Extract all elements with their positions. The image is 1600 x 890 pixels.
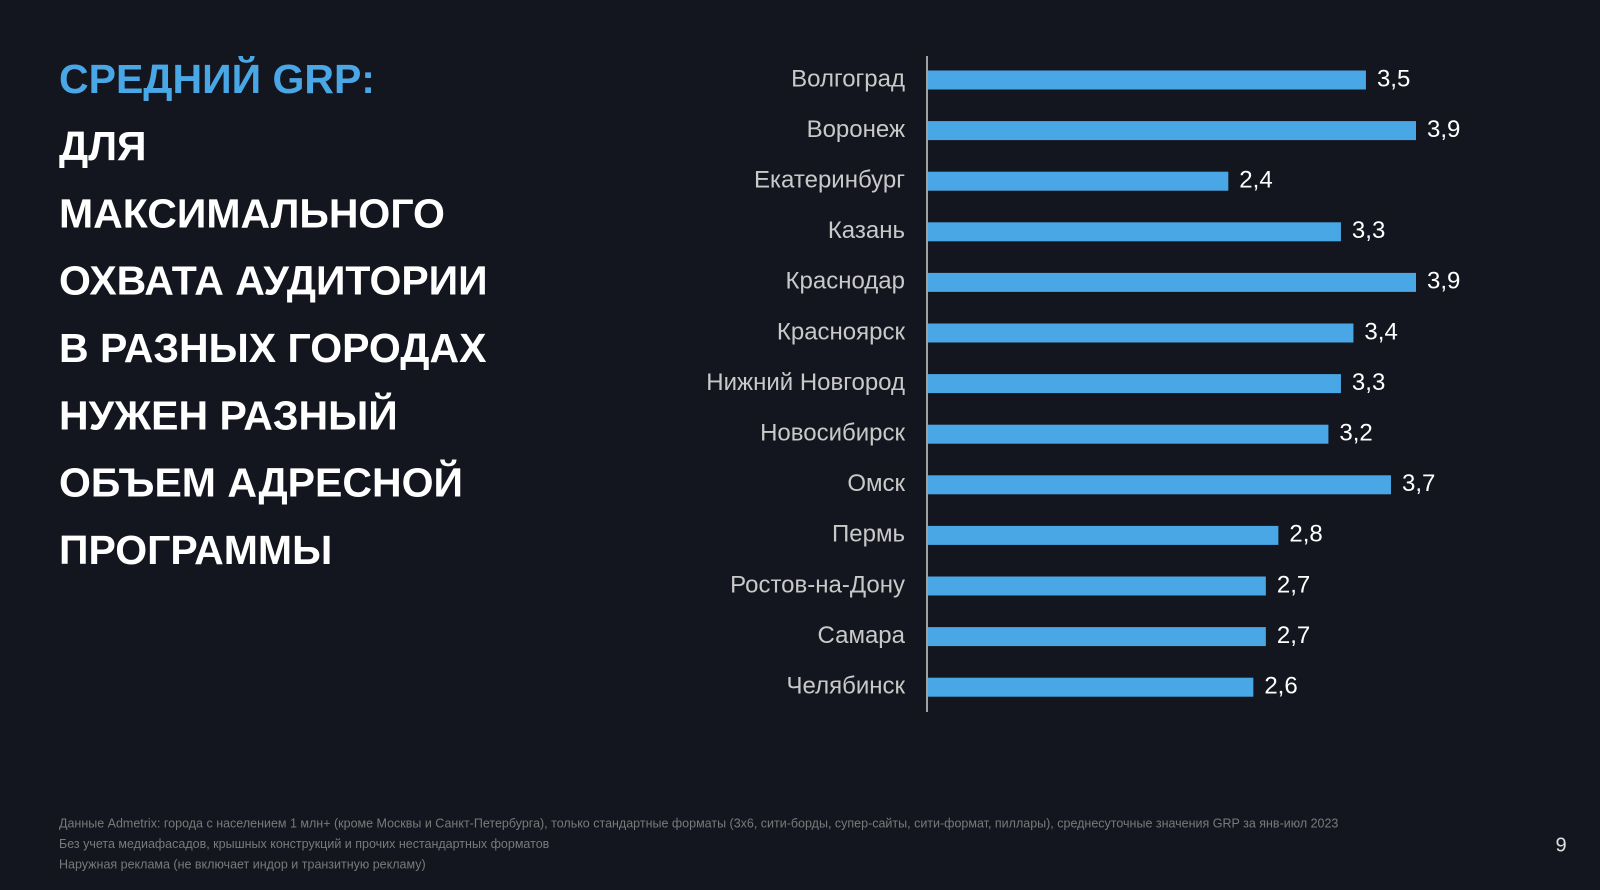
bar xyxy=(928,171,1229,191)
bar xyxy=(928,70,1366,90)
category-label: Краснодар xyxy=(786,268,905,295)
footnote: Без учета медиафасадов, крышных конструк… xyxy=(59,837,550,851)
bar xyxy=(928,424,1329,444)
category-label: Воронеж xyxy=(807,116,905,143)
value-label: 3,3 xyxy=(1352,217,1385,244)
value-label: 3,5 xyxy=(1377,65,1410,92)
title-line: ДЛЯ xyxy=(59,123,146,169)
category-label: Волгоград xyxy=(791,65,905,92)
value-label: 3,3 xyxy=(1352,369,1385,396)
bar xyxy=(928,627,1266,647)
category-label: Пермь xyxy=(832,521,905,548)
title-line: НУЖЕН РАЗНЫЙ xyxy=(59,392,398,438)
value-label: 3,7 xyxy=(1402,470,1435,497)
title-line: ОХВАТА АУДИТОРИИ xyxy=(59,258,488,304)
bar xyxy=(928,677,1254,697)
title-line: ОБЪЕМ АДРЕСНОЙ xyxy=(59,460,463,506)
bar xyxy=(928,576,1266,596)
category-label: Ростов-на-Дону xyxy=(730,571,905,598)
bar xyxy=(928,525,1279,545)
value-label: 3,2 xyxy=(1339,420,1372,447)
title-accent: СРЕДНИЙ GRP: xyxy=(59,56,375,102)
category-label: Екатеринбург xyxy=(754,167,905,194)
bar xyxy=(928,121,1416,141)
footnote: Данные Admetrix: города с населением 1 м… xyxy=(59,816,1338,830)
title-line: ПРОГРАММЫ xyxy=(59,527,332,573)
page-number: 9 xyxy=(1555,834,1566,856)
value-label: 3,9 xyxy=(1427,116,1460,143)
bar xyxy=(928,222,1341,242)
category-label: Самара xyxy=(818,622,906,649)
value-label: 2,6 xyxy=(1264,673,1297,700)
value-label: 2,4 xyxy=(1239,167,1272,194)
value-label: 2,7 xyxy=(1277,622,1310,649)
value-label: 3,4 xyxy=(1364,318,1397,345)
value-label: 2,8 xyxy=(1289,521,1322,548)
footnote: Наружная реклама (не включает индор и тр… xyxy=(59,857,426,871)
category-label: Красноярск xyxy=(777,318,906,345)
category-label: Новосибирск xyxy=(760,420,905,447)
bar xyxy=(928,475,1391,495)
bar xyxy=(928,323,1354,343)
category-label: Челябинск xyxy=(787,673,906,700)
bar xyxy=(928,272,1416,292)
title-line: В РАЗНЫХ ГОРОДАХ xyxy=(59,325,486,371)
value-label: 3,9 xyxy=(1427,268,1460,295)
category-label: Казань xyxy=(828,217,905,244)
value-label: 2,7 xyxy=(1277,571,1310,598)
category-label: Нижний Новгород xyxy=(706,369,905,396)
title-line: МАКСИМАЛЬНОГО xyxy=(59,190,445,236)
bar xyxy=(928,374,1341,394)
category-label: Омск xyxy=(847,470,905,497)
